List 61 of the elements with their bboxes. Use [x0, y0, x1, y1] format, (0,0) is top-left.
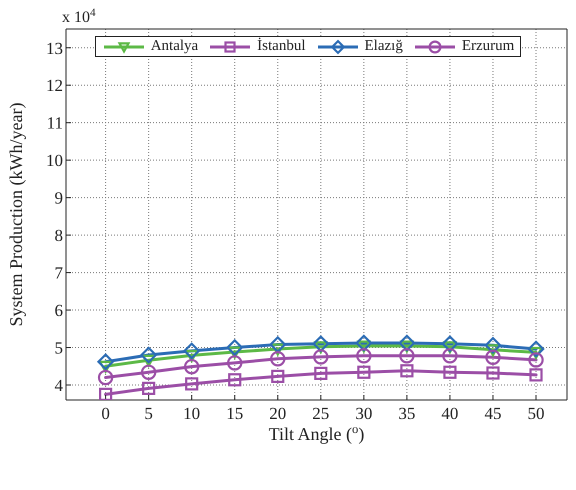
legend-label: Antalya: [150, 38, 198, 55]
point: [270, 336, 286, 353]
point: [443, 366, 457, 379]
y-tick-label: 5: [54, 338, 63, 358]
x-tick-label: 10: [183, 404, 200, 424]
legend-label: Elazığ: [364, 38, 403, 55]
point: [486, 366, 500, 380]
point: [356, 348, 372, 364]
x-tick-label: 15: [226, 404, 244, 424]
x-tick-label: 25: [312, 404, 330, 424]
point: [99, 388, 112, 400]
point: [398, 334, 416, 352]
point: [314, 366, 328, 380]
x-tick-label: 50: [528, 404, 545, 424]
point: [140, 346, 157, 364]
legend-label: Erzurum: [460, 38, 514, 55]
x-tick-label: 5: [144, 404, 153, 424]
point: [529, 368, 543, 382]
point: [183, 342, 200, 360]
y-tick-label: 11: [46, 114, 63, 133]
point: [312, 336, 330, 352]
y-tick-label: 7: [54, 264, 64, 283]
point: [270, 351, 286, 366]
point: [484, 337, 502, 354]
point: [528, 352, 544, 368]
point: [142, 382, 156, 395]
point: [356, 334, 372, 352]
point: [184, 358, 200, 374]
point: [442, 348, 458, 364]
point: [227, 355, 242, 371]
point: [140, 364, 156, 380]
point: [528, 340, 544, 358]
text: x 10$^{4}$: [62, 7, 96, 26]
y-tick-label: 4: [54, 376, 64, 396]
point: [442, 336, 458, 352]
y-tick-label: 9: [54, 188, 63, 208]
y-tick-label: 8: [54, 226, 63, 246]
y-tick-label: 13: [46, 38, 63, 58]
point: [98, 370, 114, 386]
y-axis-title: System Production (kWh/year): [6, 102, 26, 326]
x-tick-label: 0: [101, 404, 110, 424]
x-tick-label: 20: [269, 404, 286, 424]
y-tick-label: 10: [46, 151, 63, 170]
point: [400, 364, 414, 378]
x-axis-title: Tilt Angle ($^{o}$): [268, 422, 364, 444]
x-tick-label: 35: [398, 404, 416, 424]
point: [357, 366, 370, 379]
point: [399, 348, 415, 364]
point: [97, 354, 114, 370]
point: [313, 349, 329, 365]
x-tick-label: 45: [484, 404, 502, 424]
point: [271, 370, 284, 383]
y-tick-label: 12: [46, 76, 63, 96]
point: [485, 350, 501, 365]
x-tick-label: 40: [441, 404, 458, 424]
y-tick-label: 6: [54, 301, 63, 320]
point: [226, 339, 243, 356]
point: [185, 377, 198, 390]
x-tick-label: 30: [355, 404, 372, 424]
legend-label: İstanbul: [256, 38, 306, 55]
point: [228, 373, 242, 386]
